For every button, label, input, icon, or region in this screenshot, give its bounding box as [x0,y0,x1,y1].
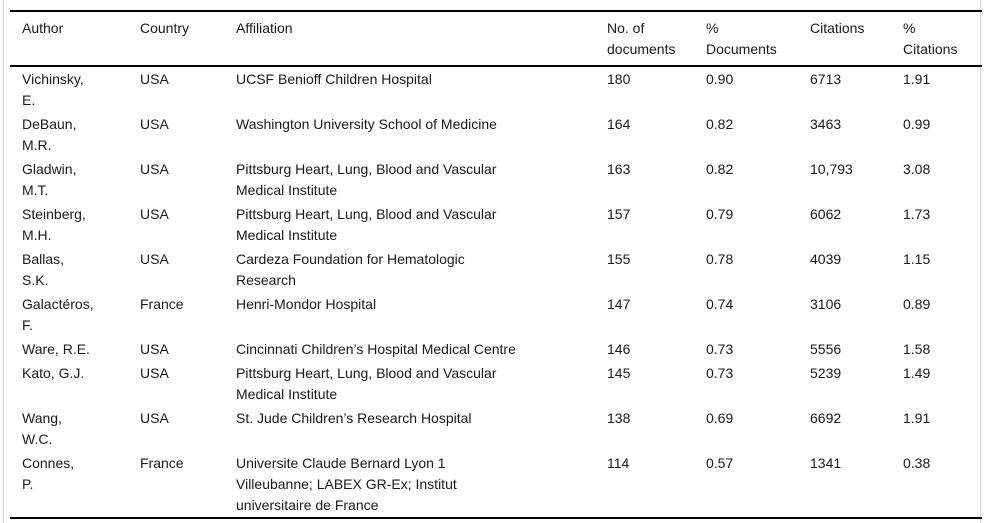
cell-citations: 10,793 [810,161,853,177]
cell-pct_documents: 0.78 [706,251,734,267]
cell-documents: 180 [607,71,631,87]
cell-affiliation: Washington University School of Medicine [236,116,497,132]
column-header-documents: No. of documents [607,11,706,67]
cell-citations: 6692 [810,410,842,426]
table-row: Wang, W.C. USA St. Jude Children’s Researc… [10,406,982,451]
cell-pct_citations: 0.38 [903,455,931,471]
cell-pct_citations: 0.89 [903,296,931,312]
cell-citations: 4039 [810,251,842,267]
cell-pct_citations: 1.58 [903,341,931,357]
cell-country: USA [140,116,169,132]
cell-documents: 155 [607,251,631,267]
column-header-affiliation: Affiliation [236,11,607,67]
column-header-country: Country [140,11,236,67]
cell-affiliation: Pittsburg Heart, Lung, Blood and Vascula… [236,365,497,402]
cell-country: USA [140,365,169,381]
cell-author: Gladwin, M.T. [22,161,77,198]
table-row: Galactéros, F. France Henri-Mondor Hospita… [10,292,982,337]
column-header-pct_documents: % Documents [706,11,810,67]
table-row: Vichinsky, E. USA UCSF Benioff Children Ho… [10,66,982,112]
cell-citations: 6062 [810,206,842,222]
cell-affiliation: St. Jude Children’s Research Hospital [236,410,472,426]
cell-affiliation: Cincinnati Children’s Hospital Medical C… [236,341,516,357]
cell-pct_citations: 1.91 [903,71,931,87]
cell-pct_documents: 0.69 [706,410,734,426]
authors-table: Author Country Affiliation No. of documents… [10,10,982,519]
table-row: DeBaun, M.R. USA Washington University Sch… [10,112,982,157]
cell-author: Connes, P. [22,455,75,492]
cell-pct_documents: 0.73 [706,365,734,381]
cell-country: France [140,455,184,471]
cell-affiliation: Cardeza Foundation for Hematologic Resea… [236,251,465,288]
cell-pct_documents: 0.73 [706,341,734,357]
cell-documents: 164 [607,116,631,132]
table-row: Connes, P. France Universite Claude Bernar… [10,451,982,518]
cell-documents: 146 [607,341,631,357]
cell-author: Vichinsky, E. [22,71,84,108]
cell-pct_documents: 0.57 [706,455,734,471]
cell-author: Ware, R.E. [22,341,90,357]
cell-author: Galactéros, F. [22,296,94,333]
cell-affiliation: UCSF Benioff Children Hospital [236,71,432,87]
cell-affiliation: Henri-Mondor Hospital [236,296,377,312]
table-row: Gladwin, M.T. USA Pittsburg Heart, Lung, B… [10,157,982,202]
cell-country: USA [140,251,169,267]
cell-affiliation: Pittsburg Heart, Lung, Blood and Vascula… [236,206,497,243]
cell-pct_documents: 0.82 [706,161,734,177]
cell-pct_citations: 1.91 [903,410,931,426]
table-row: Ware, R.E. USA Cincinnati Children’s Hospi… [10,337,982,361]
cell-country: USA [140,71,169,87]
cell-documents: 147 [607,296,631,312]
cell-country: USA [140,341,169,357]
cell-citations: 6713 [810,71,842,87]
cell-documents: 145 [607,365,631,381]
cell-author: Kato, G.J. [22,365,85,381]
cell-author: DeBaun, M.R. [22,116,77,153]
cell-pct_citations: 1.49 [903,365,931,381]
cell-pct_citations: 1.15 [903,251,931,267]
column-header-citations: Citations [810,11,903,67]
header-row: Author Country Affiliation No. of documents… [10,11,982,67]
table-head: Author Country Affiliation No. of documents… [10,11,982,67]
cell-pct_documents: 0.74 [706,296,734,312]
cell-pct_documents: 0.82 [706,116,734,132]
cell-pct_citations: 3.08 [903,161,931,177]
cell-pct_documents: 0.90 [706,71,734,87]
cell-country: USA [140,161,169,177]
column-header-pct_citations: % Citations [903,11,982,67]
cell-documents: 114 [607,455,630,471]
column-header-author: Author [10,11,140,67]
cell-affiliation: Universite Claude Bernard Lyon 1 Villeub… [236,455,457,513]
cell-pct_citations: 1.73 [903,206,931,222]
table-row: Steinberg, M.H. USA Pittsburg Heart, Lung,… [10,202,982,247]
cell-pct_citations: 0.99 [903,116,931,132]
table-row: Ballas, S.K. USA Cardeza Foundation for He… [10,247,982,292]
cell-citations: 5239 [810,365,842,381]
cell-citations: 1341 [810,455,842,471]
cell-country: France [140,296,184,312]
cell-author: Steinberg, M.H. [22,206,86,243]
table-row: Kato, G.J. USA Pittsburg Heart, Lung, Bloo… [10,361,982,406]
cell-citations: 5556 [810,341,842,357]
cell-citations: 3463 [810,116,842,132]
cell-country: USA [140,410,169,426]
cell-author: Wang, W.C. [22,410,62,447]
cell-author: Ballas, S.K. [22,251,65,288]
cell-country: USA [140,206,169,222]
cell-pct_documents: 0.79 [706,206,734,222]
cell-citations: 3106 [810,296,842,312]
cell-affiliation: Pittsburg Heart, Lung, Blood and Vascula… [236,161,497,198]
table-body: Vichinsky, E. USA UCSF Benioff Children Ho… [10,66,982,518]
cell-documents: 163 [607,161,631,177]
cell-documents: 138 [607,410,631,426]
cell-documents: 157 [607,206,631,222]
